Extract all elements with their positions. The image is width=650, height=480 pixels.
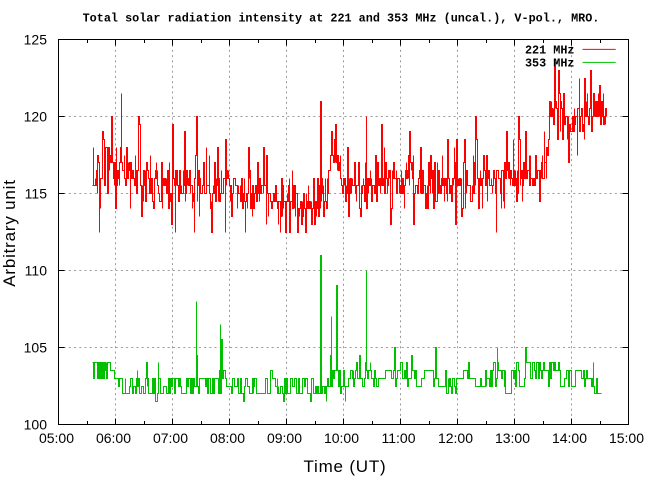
svg-text:07:00: 07:00 [153,430,188,446]
svg-text:353 MHz: 353 MHz [525,56,575,70]
svg-text:Total solar radiation intensit: Total solar radiation intensity at 221 a… [83,12,600,26]
svg-text:110: 110 [25,263,48,279]
svg-text:Arbitrary unit: Arbitrary unit [0,179,19,287]
svg-text:105: 105 [24,340,48,356]
svg-text:14:00: 14:00 [552,430,587,446]
svg-text:100: 100 [24,417,48,433]
svg-text:12:00: 12:00 [438,430,473,446]
svg-text:11:00: 11:00 [382,430,416,446]
svg-text:08:00: 08:00 [210,430,245,446]
svg-text:06:00: 06:00 [96,430,131,446]
svg-text:221 MHz: 221 MHz [525,43,575,57]
svg-text:13:00: 13:00 [495,430,530,446]
svg-text:125: 125 [24,32,48,48]
svg-text:09:00: 09:00 [267,430,302,446]
svg-text:115: 115 [25,186,48,202]
svg-text:120: 120 [24,109,48,125]
svg-text:Time (UT): Time (UT) [303,457,386,476]
svg-text:05:00: 05:00 [39,430,74,446]
svg-text:10:00: 10:00 [324,430,359,446]
svg-text:15:00: 15:00 [609,430,644,446]
